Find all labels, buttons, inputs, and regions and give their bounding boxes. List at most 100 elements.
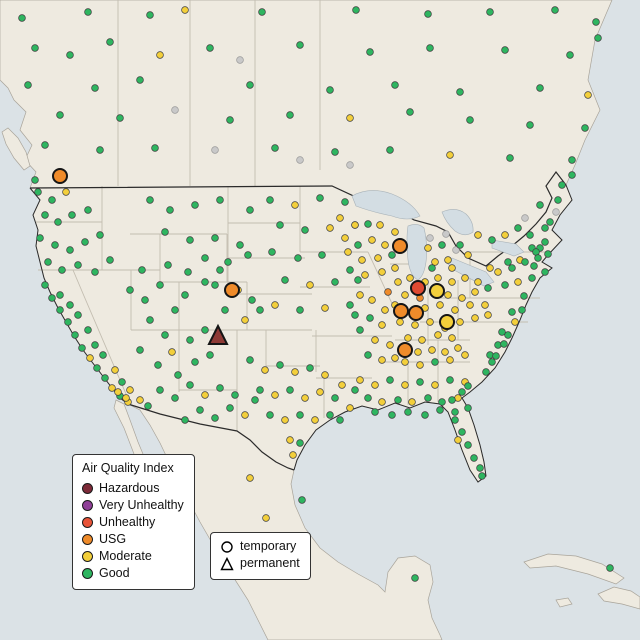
station-dot[interactable] [454,436,462,444]
temporary-monitor-marker[interactable] [439,314,455,330]
station-dot[interactable] [356,291,364,299]
station-dot[interactable] [74,261,82,269]
station-dot[interactable] [301,226,309,234]
station-dot[interactable] [331,278,339,286]
station-dot[interactable] [424,244,432,252]
station-dot[interactable] [391,264,399,272]
station-dot[interactable] [246,356,254,364]
station-dot[interactable] [156,386,164,394]
station-dot[interactable] [424,10,432,18]
station-dot[interactable] [474,278,482,286]
station-dot[interactable] [488,236,496,244]
station-dot[interactable] [246,206,254,214]
station-dot[interactable] [456,241,464,249]
station-dot[interactable] [461,274,469,282]
station-dot[interactable] [581,124,589,132]
station-dot[interactable] [266,411,274,419]
station-dot[interactable] [484,284,492,292]
station-dot[interactable] [31,176,39,184]
station-dot[interactable] [108,384,116,392]
station-dot[interactable] [336,416,344,424]
station-dot[interactable] [414,348,422,356]
station-dot[interactable] [268,248,276,256]
station-dot[interactable] [464,441,472,449]
station-dot[interactable] [141,296,149,304]
station-dot[interactable] [201,254,209,262]
station-dot[interactable] [34,188,42,196]
station-dot[interactable] [281,276,289,284]
station-dot[interactable] [316,194,324,202]
station-dot[interactable] [436,301,444,309]
station-dot[interactable] [41,281,49,289]
station-dot[interactable] [186,236,194,244]
station-dot[interactable] [366,314,374,322]
station-dot[interactable] [154,361,162,369]
station-dot[interactable] [371,336,379,344]
station-dot[interactable] [374,254,382,262]
station-dot[interactable] [246,474,254,482]
station-dot[interactable] [111,366,119,374]
station-dot[interactable] [106,38,114,46]
station-dot[interactable] [461,351,469,359]
station-dot[interactable] [84,206,92,214]
station-dot[interactable] [442,230,450,238]
station-dot[interactable] [226,116,234,124]
station-dot[interactable] [451,416,459,424]
station-dot[interactable] [289,451,297,459]
temporary-monitor-marker[interactable] [224,282,240,298]
station-dot[interactable] [346,266,354,274]
station-dot[interactable] [181,416,189,424]
station-dot[interactable] [448,334,456,342]
station-dot[interactable] [352,6,360,14]
station-dot[interactable] [164,261,172,269]
station-dot[interactable] [248,296,256,304]
station-dot[interactable] [221,306,229,314]
station-dot[interactable] [226,404,234,412]
station-dot[interactable] [606,564,614,572]
station-dot[interactable] [486,351,494,359]
station-dot[interactable] [456,318,464,326]
station-dot[interactable] [536,201,544,209]
station-dot[interactable] [492,352,500,360]
station-dot[interactable] [356,376,364,384]
station-dot[interactable] [386,341,394,349]
station-dot[interactable] [241,411,249,419]
station-dot[interactable] [146,196,154,204]
station-dot[interactable] [291,368,299,376]
station-dot[interactable] [146,11,154,19]
station-dot[interactable] [138,266,146,274]
station-dot[interactable] [126,386,134,394]
station-dot[interactable] [526,231,534,239]
station-dot[interactable] [451,306,459,314]
station-dot[interactable] [326,86,334,94]
station-dot[interactable] [286,386,294,394]
station-dot[interactable] [296,156,304,164]
temporary-monitor-marker[interactable] [392,238,408,254]
station-dot[interactable] [458,294,466,302]
station-dot[interactable] [458,428,466,436]
station-dot[interactable] [271,391,279,399]
station-dot[interactable] [206,44,214,52]
station-dot[interactable] [396,318,404,326]
station-dot[interactable] [201,278,209,286]
station-dot[interactable] [381,241,389,249]
station-dot[interactable] [296,41,304,49]
station-dot[interactable] [456,88,464,96]
station-dot[interactable] [464,382,472,390]
station-dot[interactable] [354,241,362,249]
station-dot[interactable] [341,198,349,206]
station-dot[interactable] [321,304,329,312]
station-dot[interactable] [381,306,389,314]
station-dot[interactable] [356,326,364,334]
station-dot[interactable] [196,406,204,414]
station-dot[interactable] [481,301,489,309]
station-dot[interactable] [568,171,576,179]
station-dot[interactable] [384,288,392,296]
station-dot[interactable] [391,354,399,362]
station-dot[interactable] [431,258,439,266]
station-dot[interactable] [406,108,414,116]
station-dot[interactable] [231,391,239,399]
temporary-monitor-marker[interactable] [397,342,413,358]
station-dot[interactable] [466,301,474,309]
station-dot[interactable] [436,406,444,414]
